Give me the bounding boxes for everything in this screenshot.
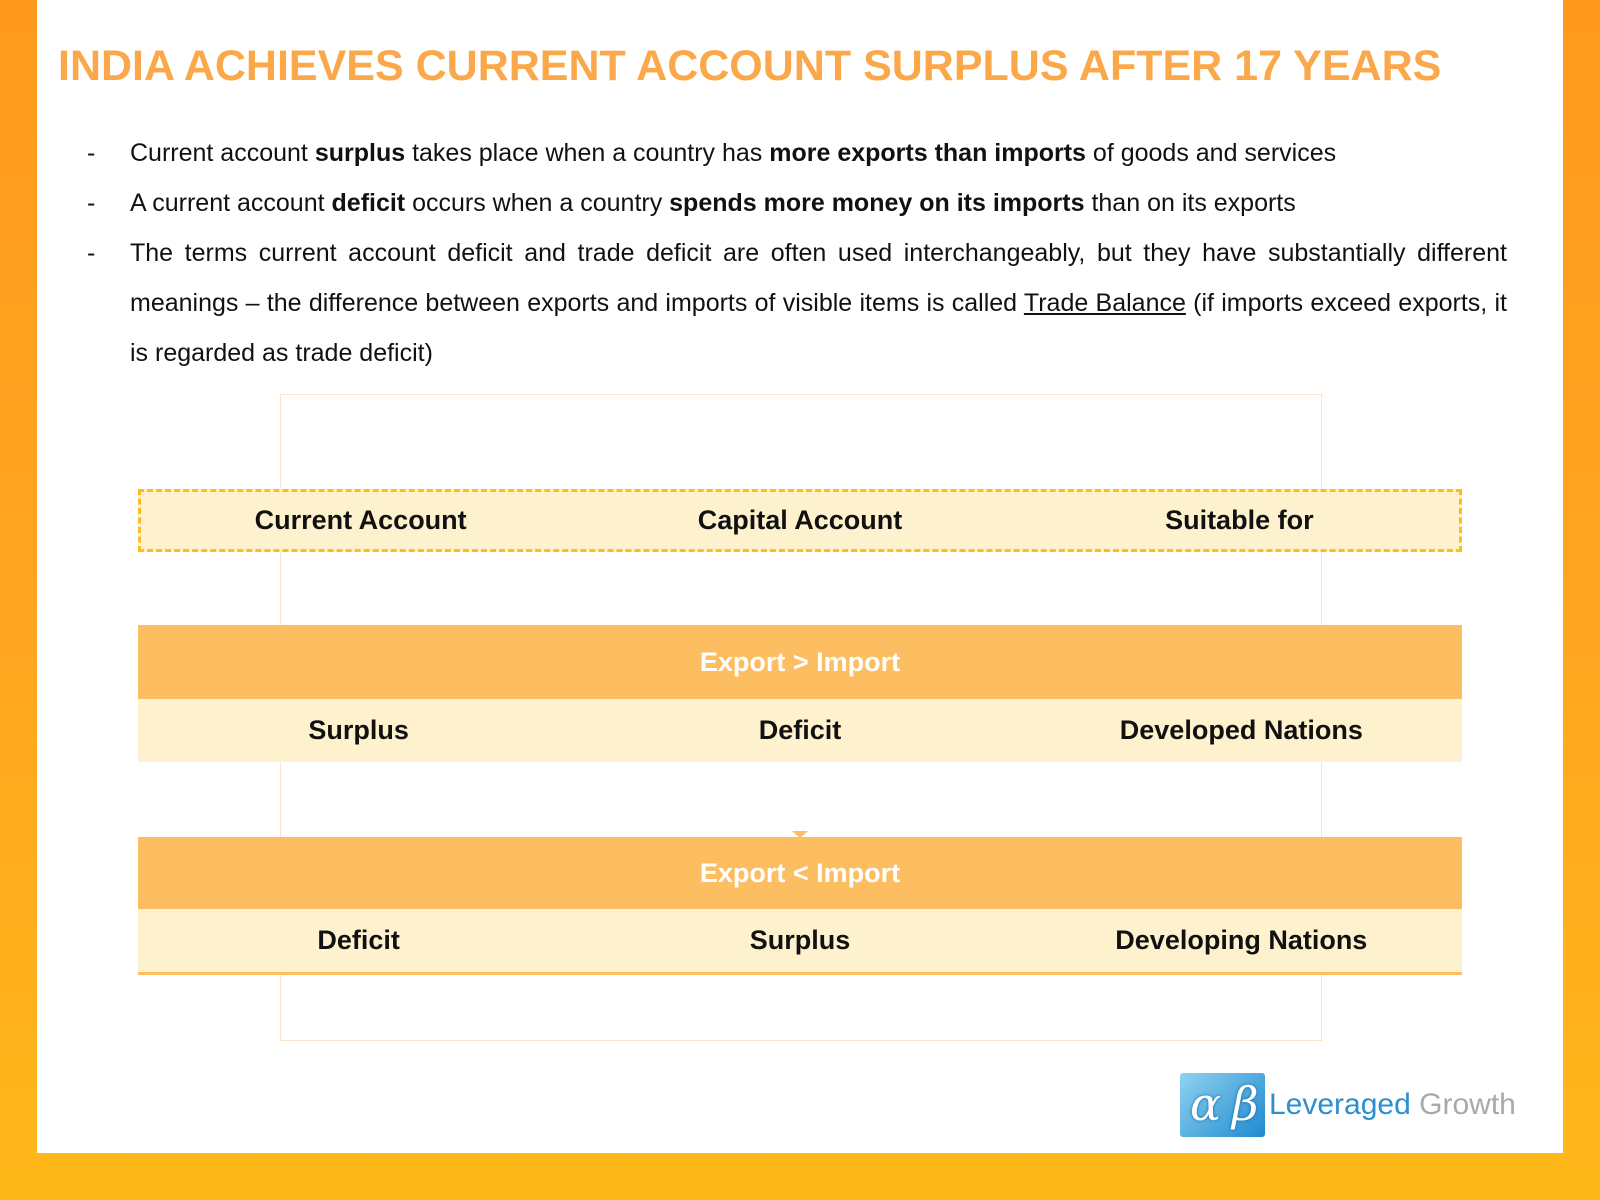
- table-cell: Developing Nations: [1115, 925, 1368, 955]
- group-label: Export > Import: [138, 625, 1462, 699]
- text: (if imports exceed exports, it is regard…: [130, 289, 1507, 367]
- leveraged-growth-logo: α β Leveraged Growth: [1180, 1073, 1516, 1137]
- table-row: Surplus Deficit Developed Nations: [138, 699, 1462, 762]
- beta-glyph: β: [1232, 1077, 1259, 1131]
- bold-text: surplus: [314, 139, 406, 167]
- arrow-down-icon: [792, 831, 808, 838]
- bullet-list: - Current account surplus takes place wh…: [87, 128, 1507, 378]
- slide-title: INDIA ACHIEVES CURRENT ACCOUNT SURPLUS A…: [58, 42, 1442, 90]
- bullet-dash: -: [87, 239, 96, 267]
- alpha-beta-cube-icon: α β: [1180, 1073, 1265, 1137]
- group-export-less: Export < Import Deficit Surplus Developi…: [138, 837, 1462, 975]
- bullet-item: - Current account surplus takes place wh…: [87, 128, 1507, 178]
- text: occurs when a country: [405, 189, 670, 217]
- bold-text: spends more money on its imports: [669, 189, 1085, 217]
- header-capital-account: Capital Account: [697, 505, 903, 535]
- text: The terms current account deficit and tr…: [130, 239, 1507, 317]
- trade-balance-term: Trade Balance: [1023, 289, 1186, 317]
- logo-text: Leveraged Growth: [1269, 1088, 1516, 1122]
- table-cell: Deficit: [317, 925, 400, 955]
- text: takes place when a country has: [405, 139, 770, 167]
- table-row: Deficit Surplus Developing Nations: [138, 909, 1462, 972]
- table-cell: Surplus: [308, 715, 409, 745]
- text: of goods and services: [1085, 139, 1337, 167]
- table-cell: Deficit: [758, 715, 842, 745]
- bullet-dash: -: [87, 189, 96, 217]
- header-suitable-for: Suitable for: [1165, 505, 1314, 535]
- table-cell: Developed Nations: [1119, 715, 1363, 745]
- logo-word-growth: Growth: [1419, 1088, 1516, 1121]
- table-header-row: Current Account Capital Account Suitable…: [138, 489, 1462, 552]
- bullet-item: - A current account deficit occurs when …: [87, 178, 1507, 228]
- bullet-dash: -: [87, 139, 96, 167]
- alpha-glyph: α: [1190, 1077, 1222, 1131]
- text: Current account: [130, 139, 315, 167]
- bullet-item: - The terms current account deficit and …: [87, 228, 1507, 378]
- group-label: Export < Import: [138, 837, 1462, 909]
- table-cell: Surplus: [749, 925, 851, 955]
- group-export-greater: Export > Import Surplus Deficit Develope…: [138, 625, 1462, 762]
- text: A current account: [130, 189, 332, 217]
- text: than on its exports: [1084, 189, 1296, 217]
- bold-text: more exports than imports: [769, 139, 1086, 167]
- logo-word-leveraged: Leveraged: [1269, 1088, 1411, 1121]
- bold-text: deficit: [331, 189, 406, 217]
- header-current-account: Current Account: [254, 505, 467, 535]
